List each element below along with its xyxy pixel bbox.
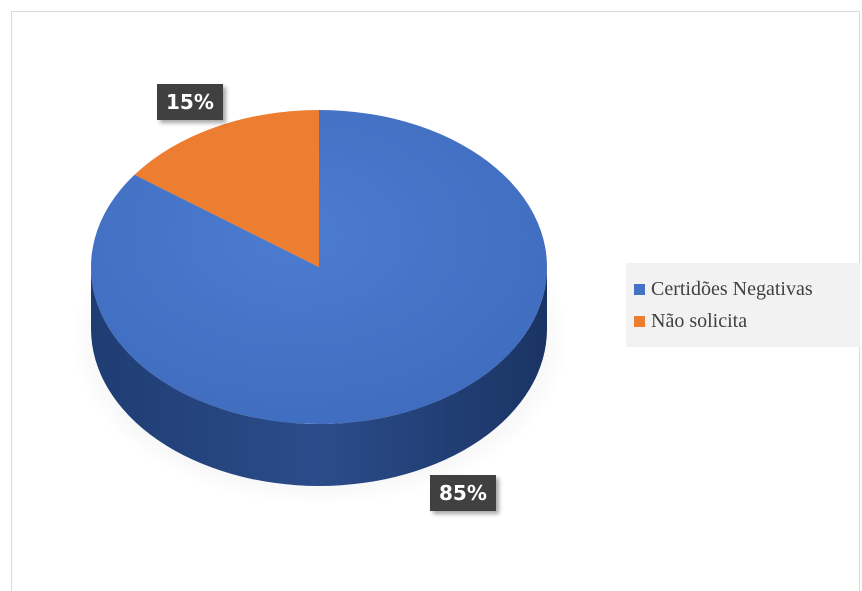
legend-item-certidoes-negativas: Certidões Negativas (634, 273, 852, 305)
legend-item-nao-solicita: Não solicita (634, 305, 852, 337)
data-label-certidoes-negativas: 85% (430, 475, 496, 511)
data-label-nao-solicita: 15% (157, 84, 223, 120)
legend: Certidões Negativas Não solicita (626, 263, 860, 347)
legend-swatch-icon (634, 283, 645, 295)
legend-label: Não solicita (651, 309, 748, 332)
legend-label: Certidões Negativas (651, 277, 813, 300)
legend-swatch-icon (634, 315, 645, 327)
pie-slice-1 (134, 110, 319, 267)
pie-side-wall (91, 267, 547, 486)
